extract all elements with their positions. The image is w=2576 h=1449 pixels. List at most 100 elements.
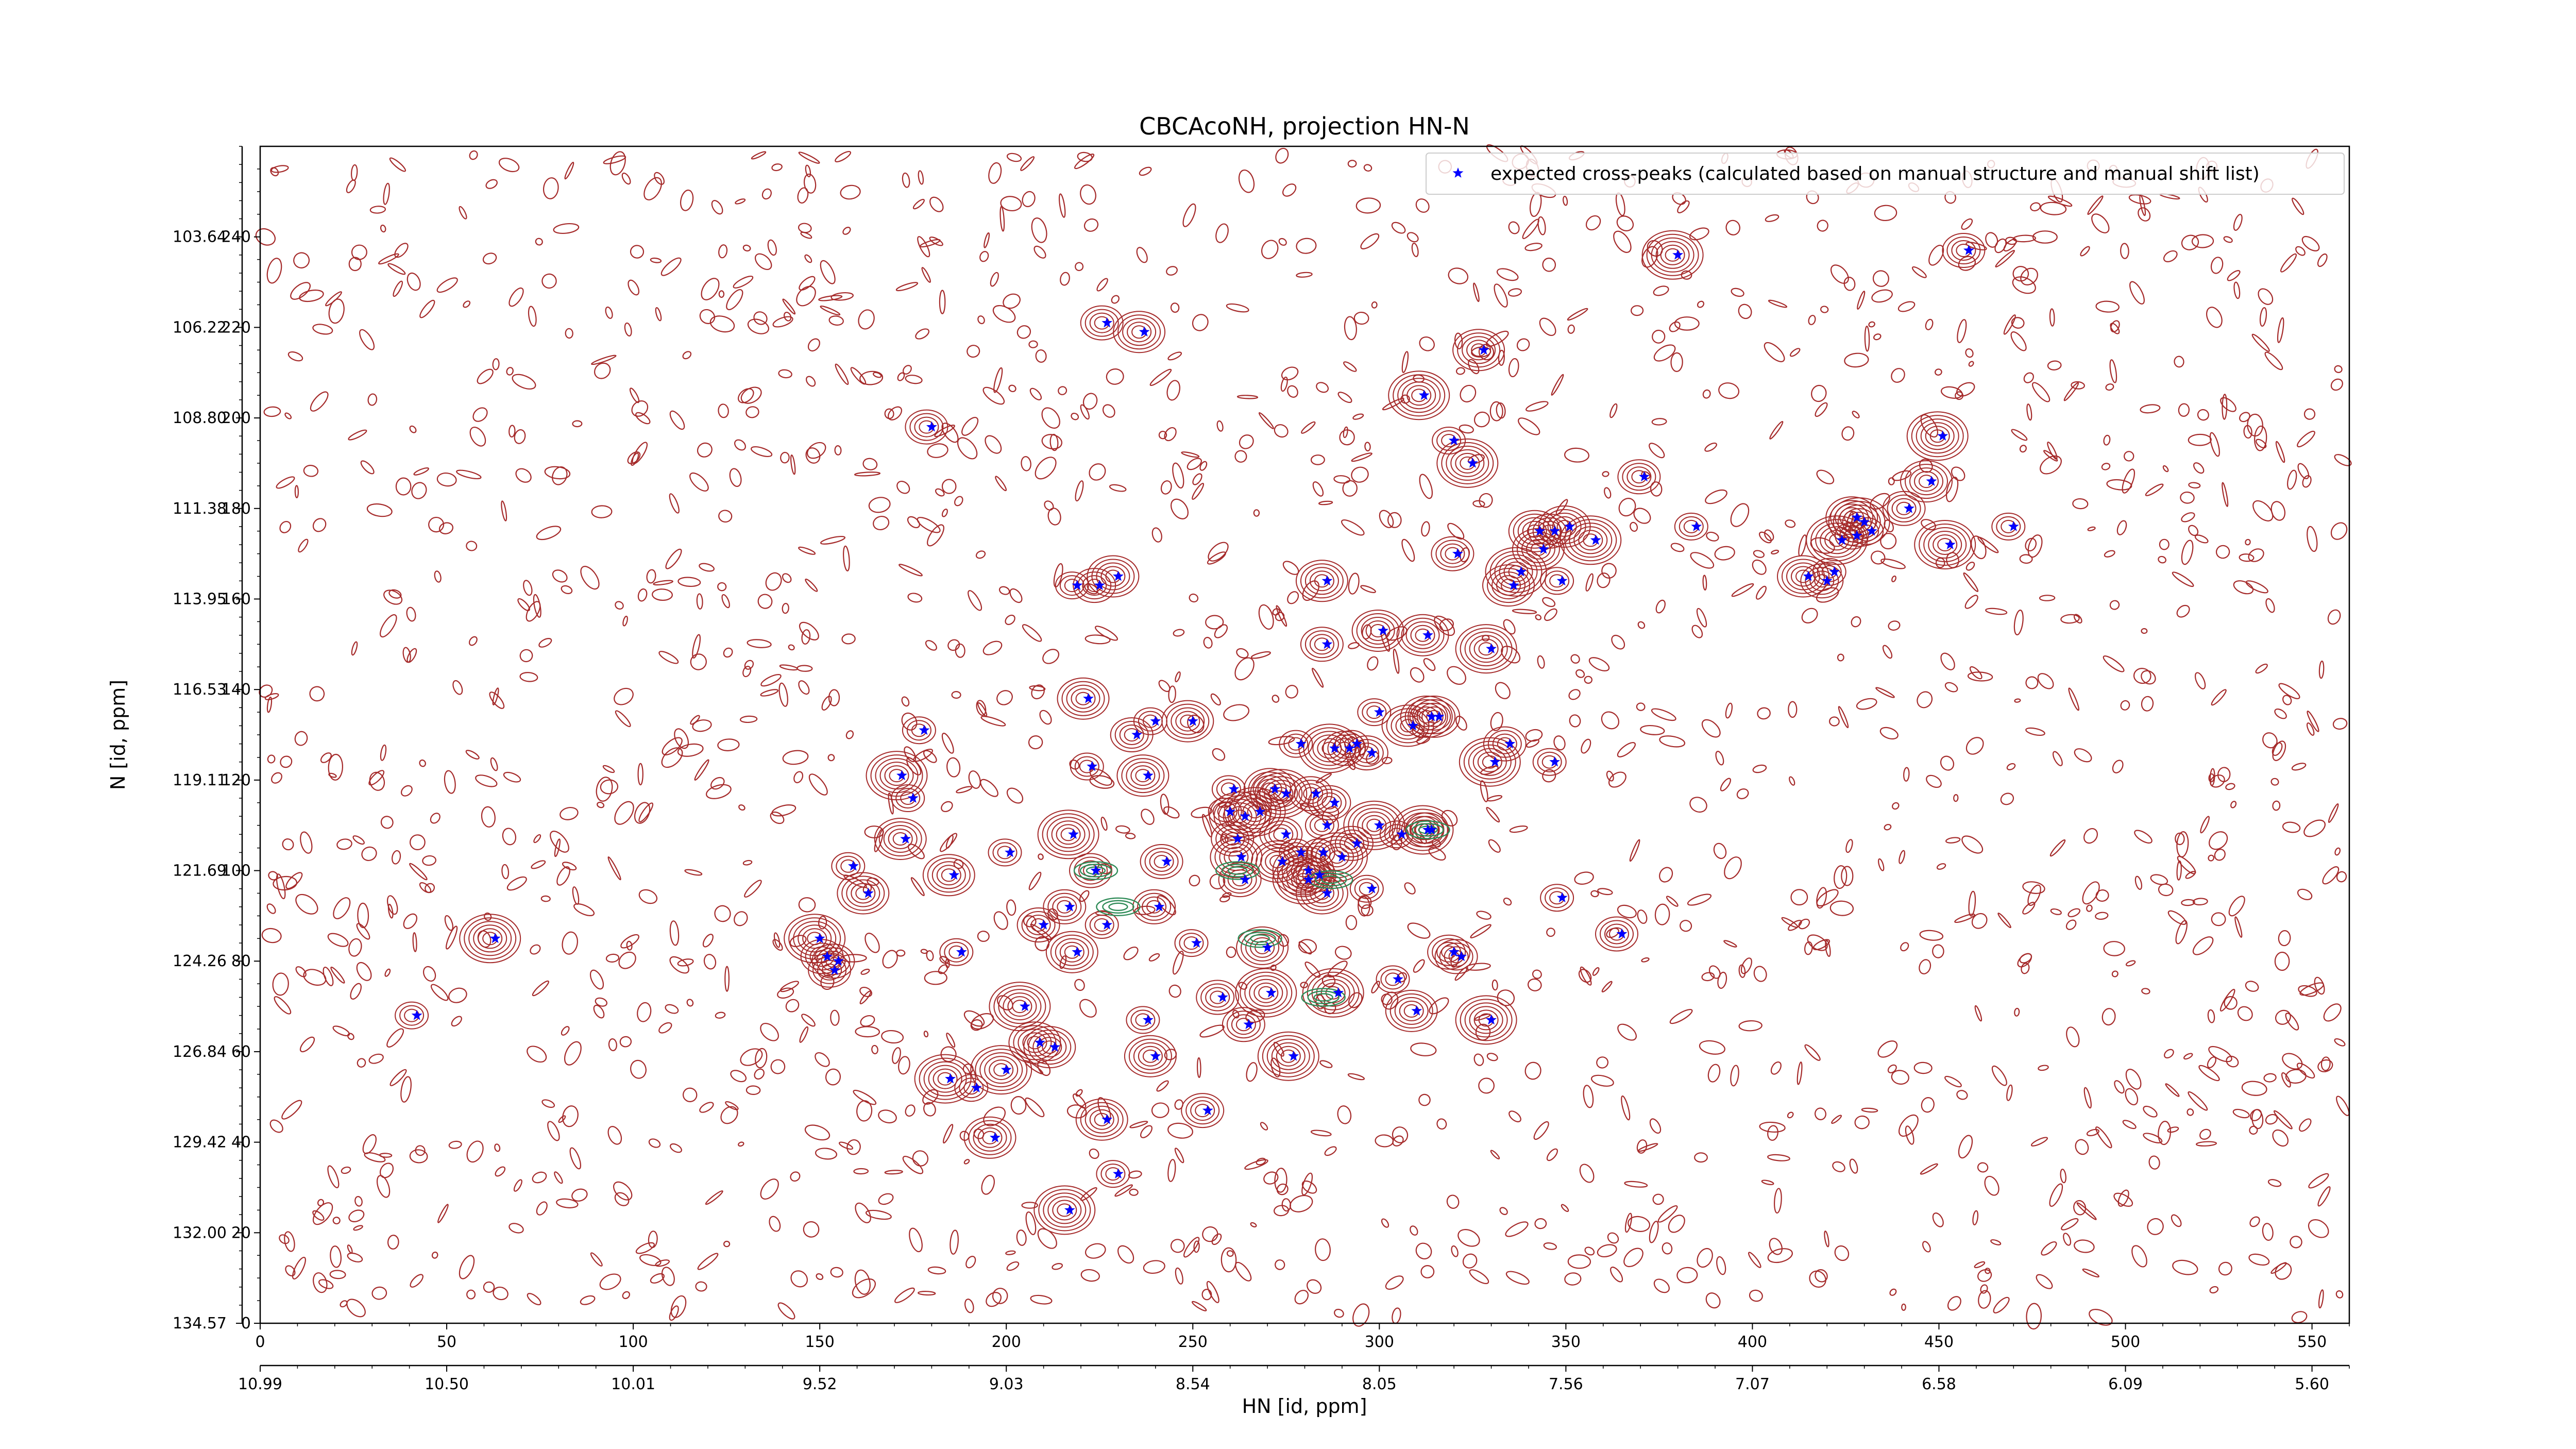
noise-contour (317, 1199, 325, 1206)
noise-contour (1798, 918, 1810, 930)
noise-contour (1151, 527, 1162, 543)
noise-contour (1079, 890, 1090, 902)
noise-contour (1900, 942, 1909, 952)
noise-contour (739, 715, 758, 723)
noise-contour (1272, 695, 1280, 703)
noise-contour (1100, 816, 1108, 831)
noise-contour (2122, 468, 2136, 494)
noise-contour (783, 311, 792, 322)
noise-contour (279, 1234, 290, 1244)
noise-contour (459, 206, 467, 220)
peak-contour (919, 1057, 972, 1100)
noise-contour (1315, 1238, 1331, 1261)
noise-contour (1677, 200, 1690, 213)
noise-contour (2233, 281, 2241, 299)
peak-contour (1365, 620, 1391, 641)
peak-contour (1381, 704, 1434, 747)
noise-contour (670, 1295, 687, 1318)
noise-contour (745, 1085, 761, 1096)
noise-contour (445, 925, 458, 950)
peak-contour (1205, 987, 1230, 1008)
noise-contour (2297, 463, 2310, 479)
noise-contour (1925, 318, 1934, 330)
noise-contour (1351, 466, 1369, 483)
noise-contour (655, 307, 662, 322)
noise-contour (1111, 295, 1120, 304)
noise-contour (2330, 522, 2348, 540)
peak-contour (793, 921, 837, 956)
noise-contour (2103, 941, 2125, 956)
peak-contour (895, 788, 921, 808)
noise-contour (1871, 289, 1893, 303)
negative-contour (1307, 990, 1340, 1004)
peak-contour (1174, 929, 1209, 957)
noise-contour (532, 1171, 547, 1184)
noise-contour (1199, 1024, 1225, 1038)
noise-contour (552, 569, 568, 583)
noise-contour (1977, 1162, 1989, 1173)
noise-contour (1167, 351, 1182, 361)
noise-contour (1006, 1261, 1020, 1271)
noise-contour (1651, 708, 1676, 721)
peak-contour (1110, 717, 1154, 752)
noise-contour (742, 860, 753, 866)
noise-contour (1829, 716, 1840, 727)
noise-contour (1250, 1222, 1257, 1227)
noise-contour (1623, 1248, 1643, 1268)
noise-contour (2050, 908, 2062, 915)
noise-contour (896, 480, 910, 494)
peak-contour (784, 914, 846, 964)
noise-contour (1568, 689, 1581, 700)
noise-contour (805, 578, 818, 592)
noise-contour (1892, 470, 1912, 481)
noise-contour (977, 931, 990, 942)
noise-contour (2301, 235, 2320, 251)
noise-contour (1319, 1060, 1333, 1068)
peak-contour (1396, 614, 1449, 656)
peak-contour (1560, 515, 1622, 565)
noise-contour (490, 757, 498, 771)
cross-peak-marker (1255, 806, 1266, 817)
noise-contour (760, 1022, 779, 1041)
noise-contour (506, 876, 527, 891)
noise-contour (970, 1019, 983, 1031)
noise-contour (1009, 588, 1023, 603)
noise-contour (2226, 1055, 2239, 1068)
noise-contour (1421, 521, 1430, 537)
cross-peak-marker (1393, 973, 1403, 984)
noise-contour (854, 471, 881, 477)
noise-contour (451, 1016, 462, 1027)
noise-contour (603, 155, 626, 164)
noise-contour (1174, 1148, 1184, 1164)
noise-contour (1637, 621, 1646, 629)
noise-contour (1854, 1115, 1870, 1130)
noise-contour (897, 372, 905, 381)
noise-contour (1899, 850, 1906, 864)
peak-contour (944, 941, 969, 963)
noise-contour (1723, 940, 1737, 948)
noise-contour (950, 1229, 959, 1255)
peak-contour (933, 1068, 958, 1089)
peak-contour (1991, 512, 2026, 541)
noise-contour (2145, 483, 2164, 496)
noise-contour (379, 1162, 394, 1178)
negative-contour (1073, 861, 1118, 880)
cross-peak-marker (1616, 928, 1628, 939)
noise-contour (2272, 1129, 2289, 1147)
peak-contour (1545, 887, 1570, 908)
peak-contour (1253, 982, 1279, 1003)
noise-contour (1276, 1183, 1289, 1195)
noise-contour (2139, 194, 2146, 216)
noise-contour (351, 164, 358, 181)
noise-contour (923, 1031, 929, 1038)
noise-contour (1608, 771, 1626, 788)
cross-peak-marker (1489, 756, 1501, 767)
peak-contour (1345, 735, 1388, 771)
noise-contour (2192, 898, 2208, 906)
noise-contour (267, 754, 276, 764)
noise-contour (648, 1231, 658, 1248)
cross-peak-marker (1303, 865, 1314, 875)
noise-contour (835, 150, 852, 163)
noise-contour (1347, 1073, 1365, 1081)
noise-contour (1884, 823, 1892, 831)
